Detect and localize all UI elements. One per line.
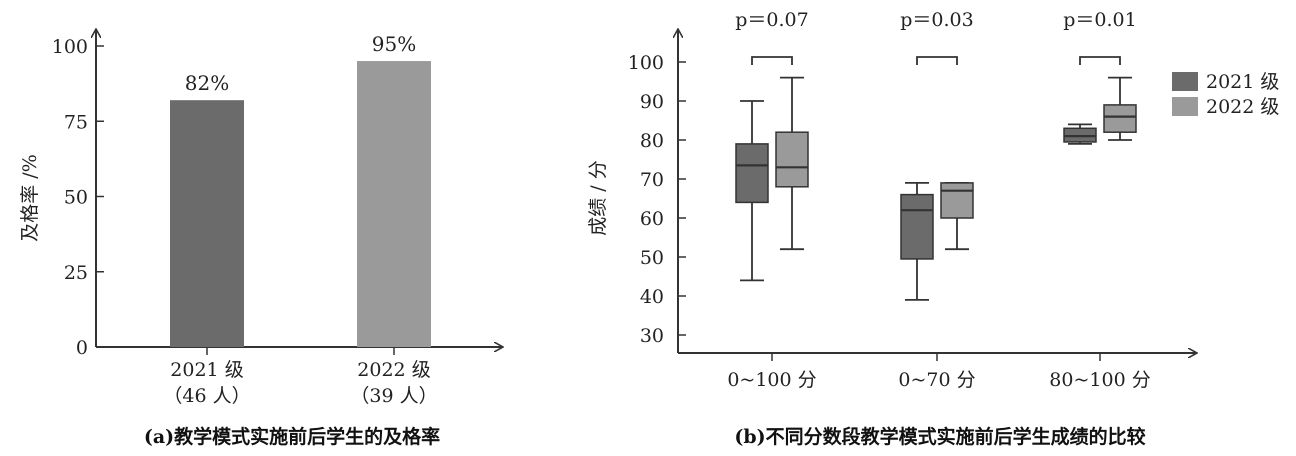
y-tick-label: 25 xyxy=(64,262,88,284)
y-tick-label: 70 xyxy=(640,169,664,191)
caption-b: (b)不同分数段教学模式实施前后学生成绩的比较 xyxy=(734,425,1145,448)
y-tick-label: 75 xyxy=(64,111,88,133)
y-tick-label: 100 xyxy=(628,52,664,74)
x-tick-label: 80~100 分 xyxy=(1049,369,1150,391)
x-tick-label: 0~100 分 xyxy=(727,369,816,391)
x-tick-label: 2021 级 xyxy=(170,359,243,381)
box-2021 xyxy=(1063,123,1097,145)
caption-a: (a)教学模式实施前后学生的及格率 xyxy=(144,425,440,448)
box-2021 xyxy=(900,181,934,301)
box-iqr xyxy=(900,193,934,260)
pass-rate-bar-chart: 0 25 50 75 100 82% 95% 2021 级 （46 人） 2022 级 （39 … xyxy=(19,30,502,448)
significance-bracket xyxy=(751,56,793,65)
box-iqr xyxy=(775,131,809,188)
p-value-label: p＝0.07 xyxy=(735,9,808,31)
significance-bracket xyxy=(1079,56,1121,65)
box-2022 xyxy=(1103,76,1137,141)
y-axis-label: 及格率 /% xyxy=(19,154,41,242)
x-tick-label: 2022 级 xyxy=(357,359,430,381)
y-tick-label: 50 xyxy=(640,247,664,269)
x-tick-sublabel: （39 人） xyxy=(350,385,437,407)
legend-label: 2022 级 xyxy=(1206,96,1279,118)
y-tick-label: 60 xyxy=(640,208,664,230)
y-tick-label: 0 xyxy=(76,337,88,359)
y-axis-label: 成绩 / 分 xyxy=(587,160,609,235)
bar-value-label: 95% xyxy=(372,32,416,56)
box-iqr xyxy=(940,182,974,219)
y-tick-label: 30 xyxy=(640,325,664,347)
y-tick-label: 80 xyxy=(640,130,664,152)
bar xyxy=(357,61,431,348)
legend-swatch xyxy=(1172,97,1198,116)
y-tick-label: 50 xyxy=(64,187,88,209)
legend-label: 2021 级 xyxy=(1206,71,1279,93)
box-2021 xyxy=(735,100,769,282)
box-iqr xyxy=(735,143,769,204)
x-tick-sublabel: （46 人） xyxy=(163,385,250,407)
y-tick-label: 100 xyxy=(52,36,88,58)
p-value-label: p＝0.01 xyxy=(1063,9,1136,31)
x-tick-label: 0~70 分 xyxy=(898,369,975,391)
legend-swatch xyxy=(1172,72,1198,91)
box-iqr xyxy=(1103,104,1137,133)
bar xyxy=(170,100,244,348)
bar-value-label: 82% xyxy=(185,71,229,95)
p-value-label: p＝0.03 xyxy=(900,9,973,31)
y-tick-label: 90 xyxy=(640,91,664,113)
significance-bracket xyxy=(916,56,958,65)
legend: 2021 级 2022 级 xyxy=(1172,71,1279,118)
y-tick-label: 40 xyxy=(640,286,664,308)
box-2022 xyxy=(775,76,809,251)
box-2022 xyxy=(940,181,974,251)
